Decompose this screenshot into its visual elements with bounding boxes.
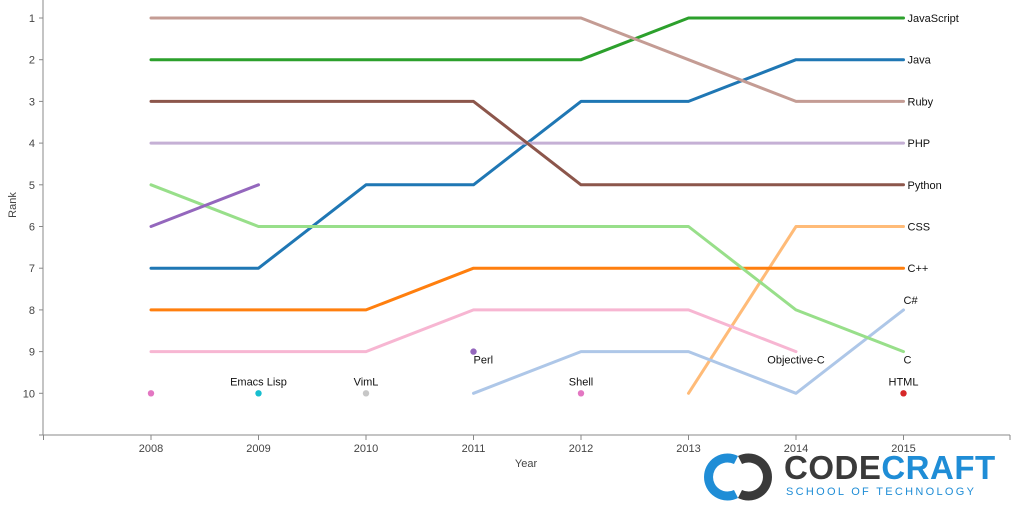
series-label-java: Java	[908, 55, 932, 67]
x-tick-label: 2009	[246, 443, 270, 455]
series-label-python: Python	[908, 180, 942, 192]
series-label-ruby: Ruby	[908, 96, 934, 108]
series-label-php: PHP	[908, 138, 931, 150]
y-tick-label: 10	[23, 388, 35, 400]
x-tick-label: 2015	[891, 443, 915, 455]
series-label-html: HTML	[889, 376, 919, 388]
series-label-emacs-lisp: Emacs Lisp	[230, 376, 287, 388]
series-label-javascript: JavaScript	[908, 13, 959, 25]
x-axis-title: Year	[515, 458, 538, 470]
logo-wordmark-suffix: CRAFT	[881, 449, 996, 486]
logo-tagline: SCHOOL OF TECHNOLOGY	[786, 486, 977, 498]
series-point-emacs-lisp	[255, 390, 262, 397]
series-point-perl	[470, 348, 477, 355]
series-line-python	[149, 99, 905, 187]
x-tick-label: 2011	[462, 443, 486, 455]
x-tick-label: 2010	[354, 443, 378, 455]
y-tick-label: 6	[29, 222, 35, 234]
x-tick-label: 2013	[676, 443, 700, 455]
series-point-shell	[147, 390, 155, 397]
codecraft-logo-icon	[704, 453, 772, 501]
series-labels: JavaScript Java Ruby PHP Python CSS C++ C# C Perl…	[230, 13, 959, 388]
series-label-c: C	[904, 355, 912, 367]
series-label-shell: Shell	[569, 376, 593, 388]
series-point-html	[900, 390, 907, 397]
logo-wordmark: CODECRAFT	[784, 450, 996, 486]
y-axis-title: Rank	[7, 192, 19, 218]
y-tick-label: 4	[29, 138, 35, 150]
series-line-c	[149, 183, 905, 354]
series-label-viml: VimL	[354, 376, 379, 388]
y-tick-label: 7	[29, 263, 35, 275]
series-line-objective-c	[149, 308, 798, 354]
series-line-css	[687, 225, 905, 395]
y-tick-label: 1	[29, 13, 35, 25]
series-line-javascript	[149, 16, 905, 62]
y-tick-label: 8	[29, 305, 35, 317]
series-point-viml	[362, 390, 370, 397]
series-line-perl	[149, 183, 260, 228]
y-tick-label: 9	[29, 347, 35, 359]
y-tick-label: 2	[29, 55, 35, 67]
x-tick-label: 2012	[569, 443, 593, 455]
codecraft-logo: CODECRAFT SCHOOL OF TECHNOLOGY	[696, 450, 1006, 506]
series-line-c	[472, 308, 905, 395]
chart-axes: 1 2 3 4 5 6 7 8 9 10 2008 2009 2010 2011 2012 2013 2014 2…	[23, 0, 1011, 455]
x-tick-label: 2008	[139, 443, 163, 455]
series-line-ruby	[149, 16, 905, 103]
series-label-objective-c: Objective-C	[767, 355, 825, 367]
series-label-c: C#	[904, 295, 919, 307]
series-label-c: C++	[908, 263, 929, 275]
series-label-css: CSS	[908, 222, 931, 234]
series-lines	[147, 16, 907, 397]
series-point-shell	[577, 390, 585, 397]
y-tick-label: 5	[29, 180, 35, 192]
logo-wordmark-prefix: CODE	[784, 449, 882, 486]
x-tick-label: 2014	[784, 443, 808, 455]
y-tick-label: 3	[29, 96, 35, 108]
series-label-perl: Perl	[474, 355, 494, 367]
series-line-c	[149, 266, 905, 312]
